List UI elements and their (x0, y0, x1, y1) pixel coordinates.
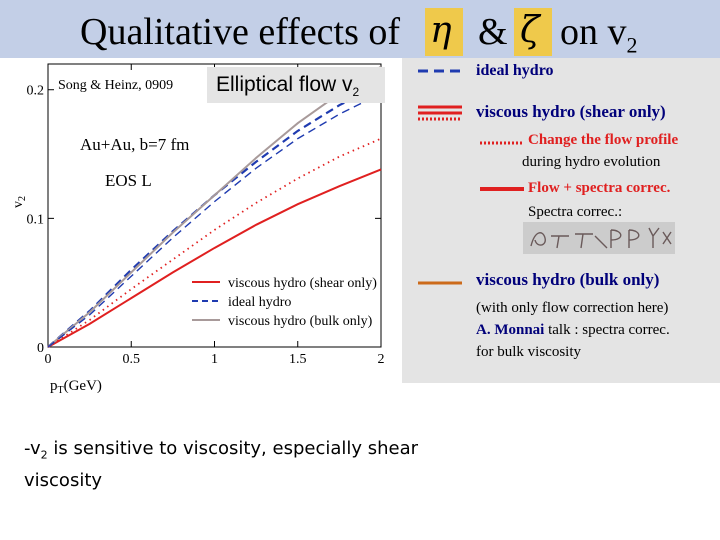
bulk-note-3: for bulk viscosity (476, 344, 581, 360)
plot-curves (47, 65, 382, 348)
y-axis-label: v2 (11, 196, 28, 208)
x-tick-label: 1 (211, 352, 218, 367)
spectra-formula-image (523, 222, 675, 254)
flow-spectra-label: Flow + spectra correc. (528, 180, 671, 196)
flow-spectra-swatch (480, 187, 524, 191)
x-tick-label: 1.5 (289, 352, 307, 367)
bullet-sub: 2 (40, 448, 48, 462)
x-axis-label-p: p (50, 378, 58, 393)
annotation-eos: EOS L (105, 171, 152, 190)
series-line-0 (47, 168, 382, 348)
monnai-rest: talk : spectra correc. (544, 322, 670, 338)
change-flow-label-2: during hydro evolution (522, 154, 661, 170)
spectra-label: Spectra correc.: (528, 204, 623, 220)
elliptical-flow-box (207, 67, 385, 103)
title-ampersand: & (478, 11, 508, 53)
series-line-2 (47, 65, 382, 348)
x-tick-label: 0 (45, 352, 52, 367)
legend-ideal-label: ideal hydro (228, 295, 291, 310)
x-axis-label-t: T (58, 385, 64, 393)
annotation-collision: Au+Au, b=7 fm (80, 135, 189, 154)
conclusion-bullet: -v2 is sensitive to viscosity, especiall… (24, 436, 454, 493)
title-on-v2: on v2 (560, 10, 638, 59)
ideal-hydro-label: ideal hydro (476, 62, 554, 79)
elliptical-flow-text: Elliptical flow v (216, 73, 353, 96)
x-axis-label: pT(GeV) (50, 378, 102, 393)
ideal-hydro-swatch (418, 69, 462, 73)
bullet-prefix: -v (24, 438, 41, 459)
bullet-rest: is sensitive to viscosity, especially sh… (24, 438, 419, 491)
change-flow-swatch (480, 141, 524, 145)
change-flow-label: Change the flow profile (528, 132, 679, 148)
formula-drawing (530, 227, 672, 249)
legend-shear-label: viscous hydro (shear only) (228, 276, 377, 291)
zeta-symbol: ζ (520, 10, 540, 51)
citation: Song & Heinz, 0909 (58, 78, 174, 93)
series-line-4 (47, 92, 382, 348)
viscous-shear-swatch (418, 105, 462, 121)
bulk-swatch (418, 281, 462, 285)
x-tick-label: 2 (378, 352, 385, 367)
series-line-3 (47, 137, 382, 348)
y-tick-label: 0.1 (27, 212, 45, 227)
y-axis-label-sub: 2 (17, 196, 28, 201)
viscous-shear-label: viscous hydro (shear only) (476, 102, 666, 121)
title-bar (0, 0, 720, 58)
v2-plot: 0 0.5 1 1.5 200.10.2 pT(GeV) v2 Au+Au, b=7 f… (11, 63, 385, 393)
zeta-highlight (514, 8, 552, 56)
title-subscript: 2 (626, 32, 638, 58)
bulk-label: viscous hydro (bulk only) (476, 270, 660, 289)
bulk-note-1: (with only flow correction here) (476, 300, 669, 316)
bulk-note-2: A. Monnai talk : spectra correc. (476, 322, 670, 339)
elliptical-flow-label: Elliptical flow v2 (216, 73, 359, 99)
eta-symbol: η (430, 10, 452, 51)
x-axis-label-unit: (GeV) (64, 378, 102, 393)
title-on-text: on v (560, 11, 627, 53)
y-axis-label-main: v (11, 201, 26, 208)
y-tick-label: 0 (37, 341, 44, 356)
legend-bulk-label: viscous hydro (bulk only) (228, 314, 373, 329)
slide-title: Qualitative effects of (80, 11, 401, 53)
x-tick-label: 0.5 (123, 352, 141, 367)
monnai-name: A. Monnai (476, 322, 545, 338)
y-tick-label: 0.2 (27, 84, 45, 99)
eta-highlight (425, 8, 463, 56)
elliptical-flow-sub: 2 (352, 85, 360, 100)
